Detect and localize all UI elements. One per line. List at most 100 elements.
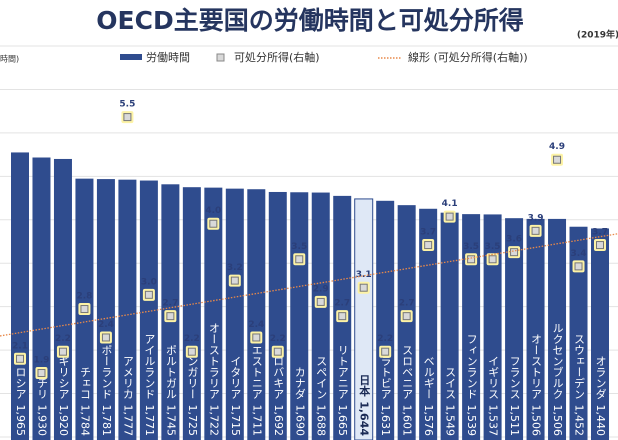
bar-category-label: スイス — [444, 367, 457, 400]
bar-category-label: アイルランド — [143, 334, 156, 400]
marker-label: 3.9 — [528, 213, 544, 223]
marker-label: 1.9 — [34, 356, 50, 366]
marker-label: 2.8 — [76, 292, 92, 302]
marker — [553, 155, 562, 164]
bar-category-label: ベルギー — [422, 356, 435, 400]
bar-category-label: イタリア — [229, 356, 242, 400]
bar-value-label: 1,506 — [551, 405, 564, 437]
bar-value-label: 1,722 — [207, 405, 220, 437]
bar-value-label: 1,537 — [487, 405, 500, 437]
bar — [96, 179, 115, 440]
marker-label: 2.4 — [248, 320, 264, 330]
marker — [252, 333, 261, 342]
bar-value-label: 1,781 — [100, 405, 113, 437]
marker-label: 3.2 — [227, 263, 243, 273]
marker-label: 2.7 — [162, 299, 178, 309]
marker — [574, 262, 583, 271]
bar-value-label: 1,506 — [530, 405, 543, 437]
marker-label: 2.2 — [55, 334, 71, 344]
marker — [37, 369, 46, 378]
bar-category-label: チリ — [35, 378, 48, 400]
bar-category-label: ポルトガル — [164, 344, 177, 399]
bar — [591, 228, 609, 440]
marker-label: 2.2 — [377, 334, 393, 344]
marker — [596, 241, 604, 250]
bar-value-label: 1,452 — [573, 405, 586, 437]
bar-value-label: 1,549 — [444, 405, 457, 437]
bar-value-label: 1,930 — [35, 405, 48, 437]
bar — [53, 158, 72, 440]
marker-label: 2.7 — [399, 299, 415, 309]
bar-category-label: ラトビア — [379, 356, 392, 400]
marker — [445, 212, 454, 221]
bar-value-label: 1,777 — [121, 405, 134, 437]
bar-value-label: 1,440 — [594, 405, 607, 437]
bar — [182, 187, 201, 440]
marker — [123, 113, 132, 122]
bar-category-label: オーストリア — [530, 333, 543, 399]
bar — [354, 198, 374, 440]
marker-label: 2.7 — [334, 299, 350, 309]
marker-label: 4.9 — [549, 142, 565, 152]
bar — [247, 189, 266, 440]
marker-label: 3.7 — [420, 228, 436, 238]
bar-category-label: スペイン — [315, 356, 328, 400]
chart-title: OECD主要国の労働時間と可処分所得 — [96, 6, 523, 35]
marker-label: 3.0 — [141, 277, 157, 287]
marker-label: 2.9 — [313, 284, 329, 294]
legend-swatch — [120, 54, 142, 60]
marker — [58, 347, 67, 356]
marker — [316, 297, 325, 306]
bar — [483, 214, 502, 440]
bar-category-label: アメリカ — [121, 356, 134, 400]
bar-value-label: 1,745 — [164, 405, 177, 437]
bar-category-label: 日本 — [358, 374, 371, 397]
bar-value-label: 1,511 — [508, 405, 521, 437]
marker — [531, 226, 540, 235]
marker — [209, 219, 218, 228]
marker-label: 3.5 — [291, 242, 307, 252]
bar — [268, 191, 287, 440]
bar — [225, 188, 244, 440]
bar — [139, 180, 158, 440]
bar-value-label: 1,771 — [143, 405, 156, 437]
bar-category-label: ポーランド — [100, 344, 113, 399]
bar — [440, 212, 459, 440]
bar-value-label: 1,920 — [57, 405, 70, 437]
bar-category-label: スウェーデン — [573, 334, 586, 400]
bar — [118, 179, 137, 440]
marker — [16, 354, 24, 363]
marker-label: 3.7 — [592, 228, 608, 238]
marker — [510, 248, 519, 257]
marker — [338, 312, 347, 321]
bar — [397, 205, 416, 440]
bar-category-label: カナダ — [293, 366, 306, 399]
marker-label: 3.1 — [356, 270, 372, 280]
bar-category-label: フィンランド — [465, 334, 478, 400]
bar-value-label: 1,692 — [272, 405, 285, 437]
marker — [381, 347, 390, 356]
bar-value-label: 1,576 — [422, 405, 435, 437]
marker — [80, 305, 89, 314]
marker — [230, 276, 239, 285]
marker — [402, 312, 411, 321]
bar-category-label: リトアニア — [336, 345, 349, 400]
marker-label: 5.5 — [119, 100, 135, 110]
bar-value-label: 1,715 — [229, 405, 242, 437]
bar-value-label: 1,631 — [379, 405, 392, 437]
marker — [166, 312, 175, 321]
bar — [311, 192, 330, 440]
bar-value-label: 1,601 — [401, 405, 414, 437]
marker — [101, 333, 110, 342]
marker-label: 2.2 — [270, 334, 286, 344]
bar-category-label: スロベニア — [401, 345, 414, 400]
bar-value-label: 1,965 — [14, 405, 27, 437]
bar — [526, 218, 545, 440]
bar-value-label: 1,711 — [250, 405, 263, 437]
legend-marker — [216, 53, 225, 62]
bar-value-label: 1,539 — [465, 405, 478, 437]
bar-value-label: 1,665 — [336, 405, 349, 437]
marker-label: 3.6 — [506, 235, 522, 245]
bar-category-label: エストニア — [250, 345, 263, 400]
marker — [359, 283, 368, 292]
